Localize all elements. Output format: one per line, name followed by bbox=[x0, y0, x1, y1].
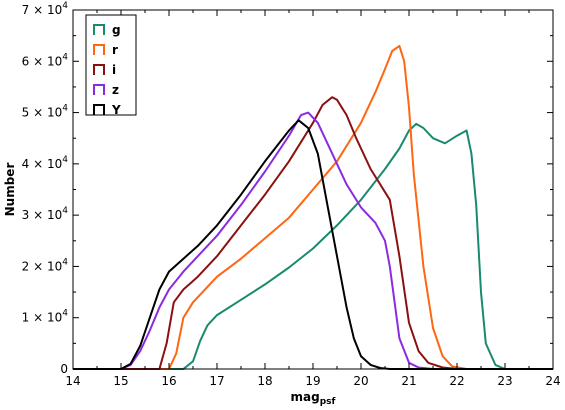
x-tick-label: 17 bbox=[209, 374, 224, 388]
legend-label-r: r bbox=[112, 43, 118, 57]
ticks-group: 14 15 16 17 18 19 20 21 22 23 24 0 1 × 104 2 × 104 3 ×… bbox=[22, 1, 561, 388]
x-tick-label: 23 bbox=[497, 374, 512, 388]
y-tick-label: 4 × 104 bbox=[22, 155, 69, 171]
y-tick-label: 5 × 104 bbox=[22, 104, 69, 120]
x-tick-label: 14 bbox=[65, 374, 80, 388]
legend-symbol-Y bbox=[93, 104, 105, 115]
y-tick-label: 2 × 104 bbox=[22, 257, 69, 273]
legend-label-g: g bbox=[112, 23, 121, 37]
y-tick-label: 0 bbox=[60, 362, 68, 376]
x-tick-label: 19 bbox=[305, 374, 320, 388]
x-axis-title-subscript: psf bbox=[320, 397, 336, 407]
x-tick-label: 16 bbox=[161, 374, 176, 388]
x-tick-label: 15 bbox=[113, 374, 128, 388]
x-tick-label: 20 bbox=[353, 374, 368, 388]
legend-symbol-g bbox=[93, 24, 105, 35]
y-tick-label: 6 × 104 bbox=[22, 52, 69, 68]
series-group bbox=[73, 44, 553, 370]
legend-symbol-r bbox=[93, 44, 105, 55]
legend-symbol-i bbox=[93, 64, 105, 75]
x-axis-title: magpsf bbox=[291, 390, 336, 407]
y-tick-label: 1 × 104 bbox=[22, 309, 69, 325]
x-axis-title-main: mag bbox=[291, 390, 320, 404]
x-tick-label: 21 bbox=[401, 374, 416, 388]
y-tick-label: 3 × 104 bbox=[22, 206, 69, 222]
x-tick-label: 18 bbox=[257, 374, 272, 388]
legend-symbol-z bbox=[93, 84, 105, 95]
series-line-g bbox=[73, 122, 553, 370]
legend-label-z: z bbox=[112, 83, 119, 97]
legend-label-i: i bbox=[112, 63, 116, 77]
series-line-i bbox=[73, 96, 553, 370]
series-line-Y bbox=[73, 119, 553, 370]
y-axis-title: Number bbox=[3, 163, 17, 217]
legend-label-Y: Y bbox=[111, 103, 121, 117]
series-line-r bbox=[73, 44, 553, 370]
x-tick-label: 24 bbox=[545, 374, 560, 388]
series-line-z bbox=[73, 111, 553, 370]
y-tick-label: 7 × 104 bbox=[22, 1, 69, 17]
x-tick-label: 22 bbox=[449, 374, 464, 388]
